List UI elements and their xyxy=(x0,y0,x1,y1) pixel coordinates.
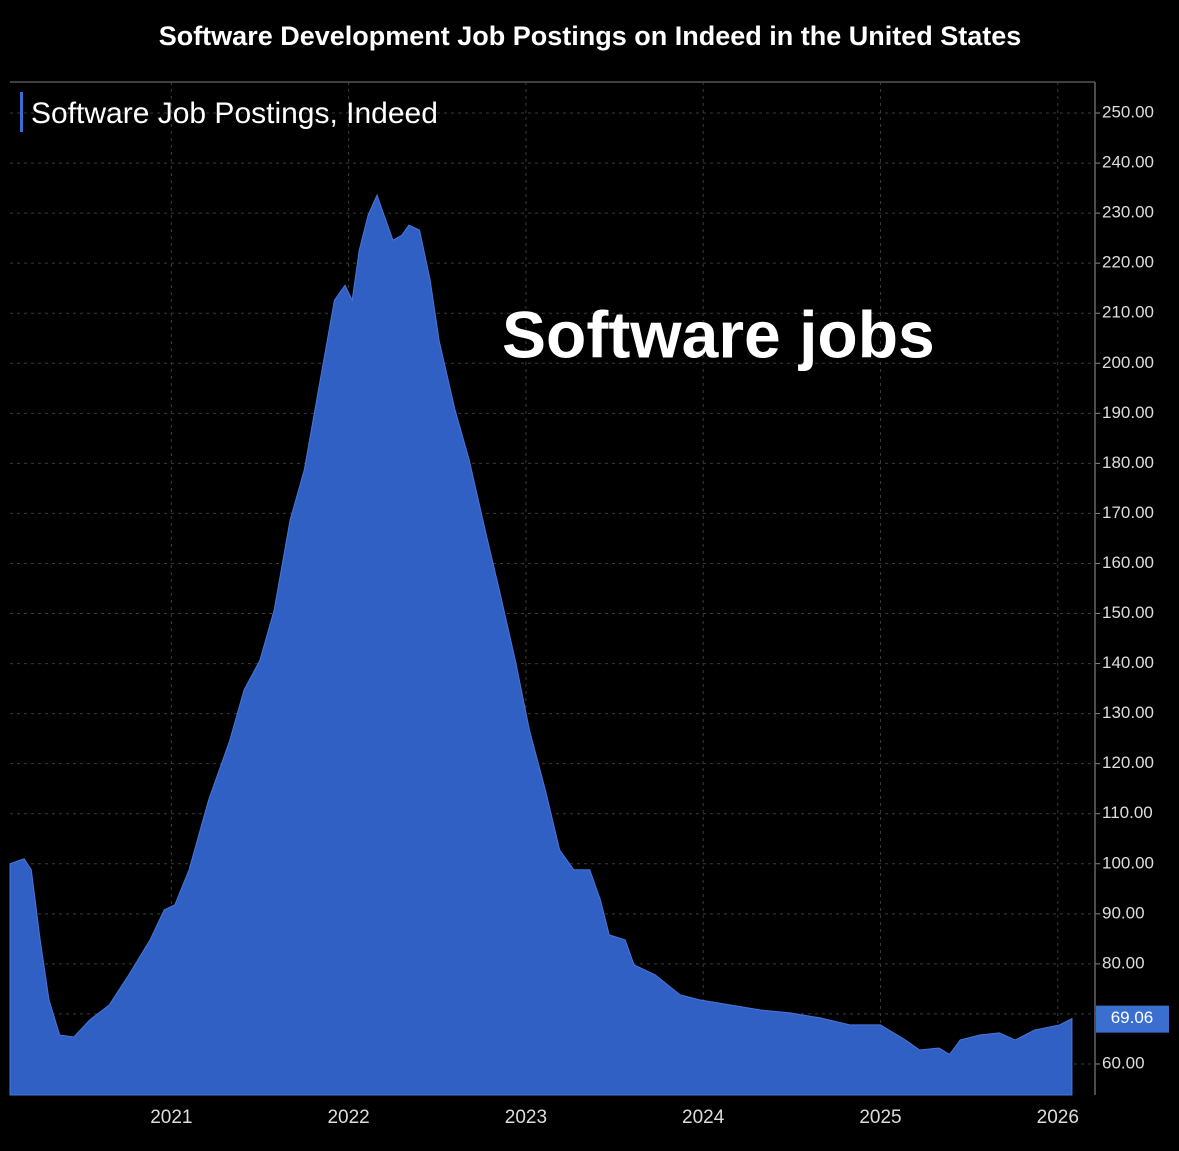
y-tick-label: 250.00 xyxy=(1102,103,1154,122)
y-tick-label: 100.00 xyxy=(1102,853,1154,872)
y-tick-label: 200.00 xyxy=(1102,353,1154,372)
grid xyxy=(10,82,1095,1095)
last-value-tag xyxy=(1096,1005,1169,1033)
y-tick-label: 90.00 xyxy=(1102,903,1145,922)
y-tick-label: 210.00 xyxy=(1102,303,1154,322)
y-tick-label: 190.00 xyxy=(1102,403,1154,422)
y-tick-label: 220.00 xyxy=(1102,253,1154,272)
y-tick-label: 160.00 xyxy=(1102,553,1154,572)
last-value-label: 69.06 xyxy=(1111,1008,1154,1027)
annotation: Software jobs xyxy=(502,297,935,371)
y-tick-label: 170.00 xyxy=(1102,503,1154,522)
y-tick-label: 120.00 xyxy=(1102,753,1154,772)
y-tick-label: 150.00 xyxy=(1102,603,1154,622)
x-tick-label: 2025 xyxy=(859,1107,901,1128)
axes: 60.0070.0080.0090.00100.00110.00120.0013… xyxy=(150,103,1169,1128)
y-tick-label: 80.00 xyxy=(1102,953,1145,972)
y-tick-label: 60.00 xyxy=(1102,1053,1145,1072)
x-tick-label: 2026 xyxy=(1037,1107,1079,1128)
legend-label: Software Job Postings, Indeed xyxy=(31,97,438,130)
y-tick-label: 110.00 xyxy=(1102,803,1153,822)
x-tick-label: 2021 xyxy=(150,1107,192,1128)
y-tick-label: 140.00 xyxy=(1102,653,1154,672)
x-tick-label: 2023 xyxy=(505,1107,547,1128)
y-tick-label: 240.00 xyxy=(1102,153,1154,172)
y-tick-label: 230.00 xyxy=(1102,203,1154,222)
y-tick-label: 130.00 xyxy=(1102,703,1154,722)
x-tick-label: 2022 xyxy=(327,1107,369,1128)
marks xyxy=(9,193,1073,1096)
legend-swatch xyxy=(20,92,23,132)
x-tick-label: 2024 xyxy=(682,1107,725,1128)
y-tick-label: 180.00 xyxy=(1102,453,1154,472)
area xyxy=(9,193,1073,1096)
chart-title: Software Development Job Postings on Ind… xyxy=(159,21,1022,51)
